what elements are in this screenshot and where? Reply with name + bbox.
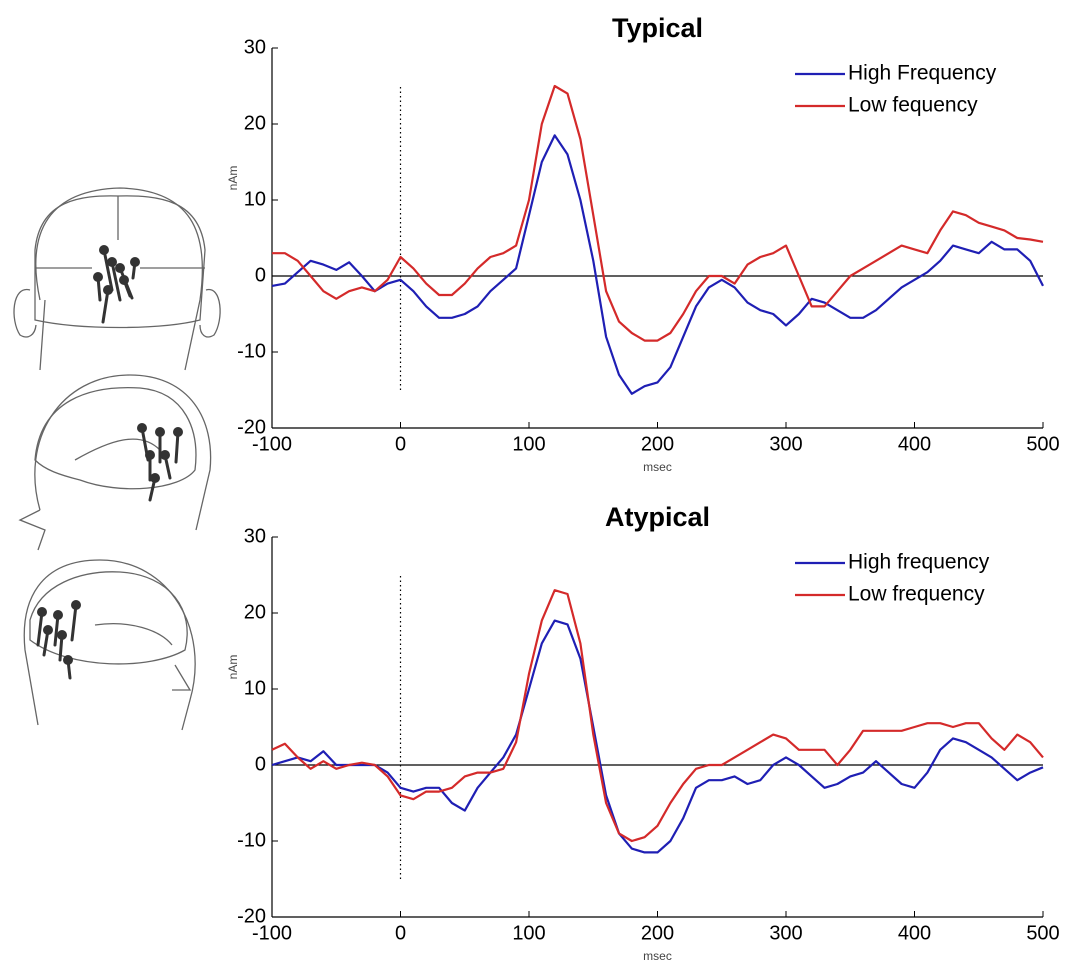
y-tick-label: -20 — [237, 905, 266, 927]
brain-outline — [34, 386, 197, 490]
dipoles — [93, 245, 140, 324]
legend-label: Low frequency — [848, 583, 985, 606]
x-tick-label: 500 — [1026, 433, 1059, 455]
y-tick-label: 10 — [244, 677, 266, 699]
series-line — [271, 619, 1044, 854]
x-tick-label: 100 — [512, 922, 545, 944]
y-tick-label: 10 — [244, 188, 266, 210]
x-tick-label: 400 — [898, 922, 931, 944]
x-axis-label: msec — [643, 460, 672, 474]
y-tick-label: -20 — [237, 416, 266, 438]
x-tick-label: -100 — [252, 433, 292, 455]
brain-outline — [34, 195, 206, 329]
dipoles — [137, 423, 183, 502]
x-tick-label: 300 — [769, 922, 802, 944]
head-outline — [18, 374, 212, 551]
dipoles — [36, 600, 81, 680]
y-tick-label: 0 — [255, 264, 266, 286]
y-tick-label: -10 — [237, 829, 266, 851]
y-tick-label: 20 — [244, 112, 266, 134]
x-tick-label: 400 — [898, 433, 931, 455]
y-axis-label: nAm — [226, 166, 240, 191]
x-tick-label: 200 — [641, 922, 674, 944]
x-tick-label: 0 — [395, 922, 406, 944]
y-tick-label: 0 — [255, 753, 266, 775]
y-tick-label: 30 — [244, 525, 266, 547]
head-illustrations — [13, 187, 221, 731]
x-tick-label: 100 — [512, 433, 545, 455]
x-tick-label: 0 — [395, 433, 406, 455]
legend-label: High Frequency — [848, 62, 997, 85]
ear — [199, 289, 221, 338]
head-outline — [35, 187, 204, 371]
series-line — [271, 134, 1044, 395]
x-tick-label: 300 — [769, 433, 802, 455]
series-line — [271, 589, 1044, 843]
chart-title: Atypical — [605, 502, 710, 532]
y-axis-label: nAm — [226, 655, 240, 680]
brain-outline — [29, 571, 188, 665]
x-tick-label: 500 — [1026, 922, 1059, 944]
ear — [13, 289, 37, 338]
brain-sulci — [35, 196, 205, 269]
x-tick-label: -100 — [252, 922, 292, 944]
x-tick-label: 200 — [641, 433, 674, 455]
y-tick-label: -10 — [237, 340, 266, 362]
y-tick-label: 30 — [244, 36, 266, 58]
x-axis-label: msec — [643, 949, 672, 963]
head-outline — [23, 559, 196, 731]
series-line — [272, 84, 1044, 342]
y-tick-label: 20 — [244, 601, 266, 623]
legend-label: High frequency — [848, 551, 990, 574]
legend-label: Low fequency — [848, 94, 978, 117]
chart-title: Typical — [612, 13, 703, 43]
